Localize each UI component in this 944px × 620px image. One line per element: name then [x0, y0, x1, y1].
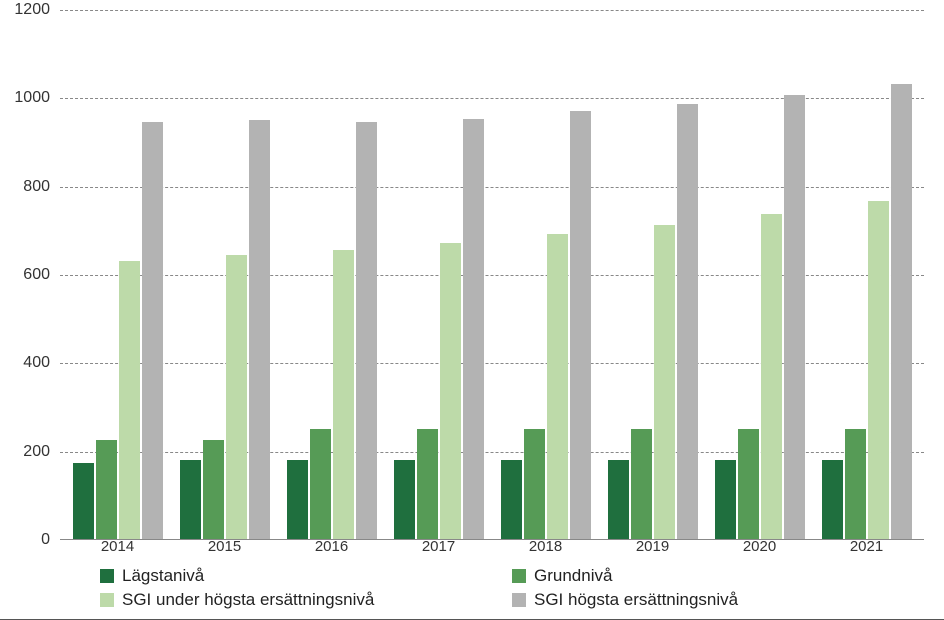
legend-label: SGI under högsta ersättningsnivå [122, 590, 374, 610]
x-tick-label: 2020 [712, 538, 808, 555]
x-tick-label: 2014 [70, 538, 166, 555]
bar-sgi_hogsta [570, 111, 591, 539]
y-tick-label: 200 [5, 443, 50, 461]
bar-grundniva [96, 440, 117, 539]
y-tick-label: 1200 [5, 1, 50, 19]
bar-sgi_hogsta [463, 119, 484, 539]
x-tick-label: 2021 [819, 538, 915, 555]
bar-groups [60, 10, 924, 539]
bar-grundniva [310, 429, 331, 539]
plot-area: 020040060080010001200 [60, 10, 924, 540]
bar-grundniva [738, 429, 759, 539]
bar-group [715, 10, 805, 539]
legend-swatch [100, 593, 114, 607]
y-tick-label: 0 [5, 531, 50, 549]
x-tick-label: 2019 [605, 538, 701, 555]
bar-sgi_hogsta [356, 122, 377, 539]
bar-sgi_under [333, 250, 354, 539]
y-tick-label: 1000 [5, 89, 50, 107]
bar-group [822, 10, 912, 539]
bar-sgi_hogsta [677, 104, 698, 539]
bar-grundniva [524, 429, 545, 539]
bar-sgi_under [761, 214, 782, 539]
legend-item-grundniva: Grundnivå [512, 566, 904, 586]
bar-sgi_under [868, 201, 889, 539]
legend-item-sgi_under: SGI under högsta ersättningsnivå [100, 590, 492, 610]
bar-grundniva [417, 429, 438, 539]
x-tick-label: 2017 [391, 538, 487, 555]
bar-lagstaniva [822, 460, 843, 540]
y-tick-label: 400 [5, 354, 50, 372]
x-tick-label: 2018 [498, 538, 594, 555]
legend-swatch [100, 569, 114, 583]
legend-swatch [512, 593, 526, 607]
x-tick-label: 2016 [284, 538, 380, 555]
bar-grundniva [845, 429, 866, 539]
legend-label: SGI högsta ersättningsnivå [534, 590, 738, 610]
bar-lagstaniva [394, 460, 415, 540]
bar-group [73, 10, 163, 539]
bar-chart: 020040060080010001200 201420152016201720… [0, 0, 944, 620]
legend: Lägstanivå Grundnivå SGI under högsta ersä… [100, 566, 904, 610]
bar-lagstaniva [73, 463, 94, 539]
bar-group [608, 10, 698, 539]
bar-sgi_under [440, 243, 461, 539]
y-tick-label: 600 [5, 266, 50, 284]
bar-group [180, 10, 270, 539]
bar-lagstaniva [501, 460, 522, 540]
bar-sgi_under [226, 255, 247, 539]
legend-item-lagstaniva: Lägstanivå [100, 566, 492, 586]
bar-group [287, 10, 377, 539]
bar-lagstaniva [287, 460, 308, 540]
bar-sgi_under [547, 234, 568, 539]
legend-swatch [512, 569, 526, 583]
legend-label: Grundnivå [534, 566, 612, 586]
bar-grundniva [203, 440, 224, 539]
bar-sgi_hogsta [249, 120, 270, 539]
bar-sgi_under [654, 225, 675, 539]
bar-sgi_hogsta [891, 84, 912, 539]
x-axis-labels: 2014 2015 2016 2017 2018 2019 2020 2021 [60, 538, 924, 555]
bar-sgi_hogsta [784, 95, 805, 539]
bar-grundniva [631, 429, 652, 539]
bar-lagstaniva [715, 460, 736, 540]
bar-sgi_hogsta [142, 122, 163, 539]
bar-lagstaniva [180, 460, 201, 540]
legend-label: Lägstanivå [122, 566, 204, 586]
bar-group [394, 10, 484, 539]
x-tick-label: 2015 [177, 538, 273, 555]
y-tick-label: 800 [5, 178, 50, 196]
legend-item-sgi_hogsta: SGI högsta ersättningsnivå [512, 590, 904, 610]
bar-group [501, 10, 591, 539]
bar-sgi_under [119, 261, 140, 539]
bar-lagstaniva [608, 460, 629, 540]
